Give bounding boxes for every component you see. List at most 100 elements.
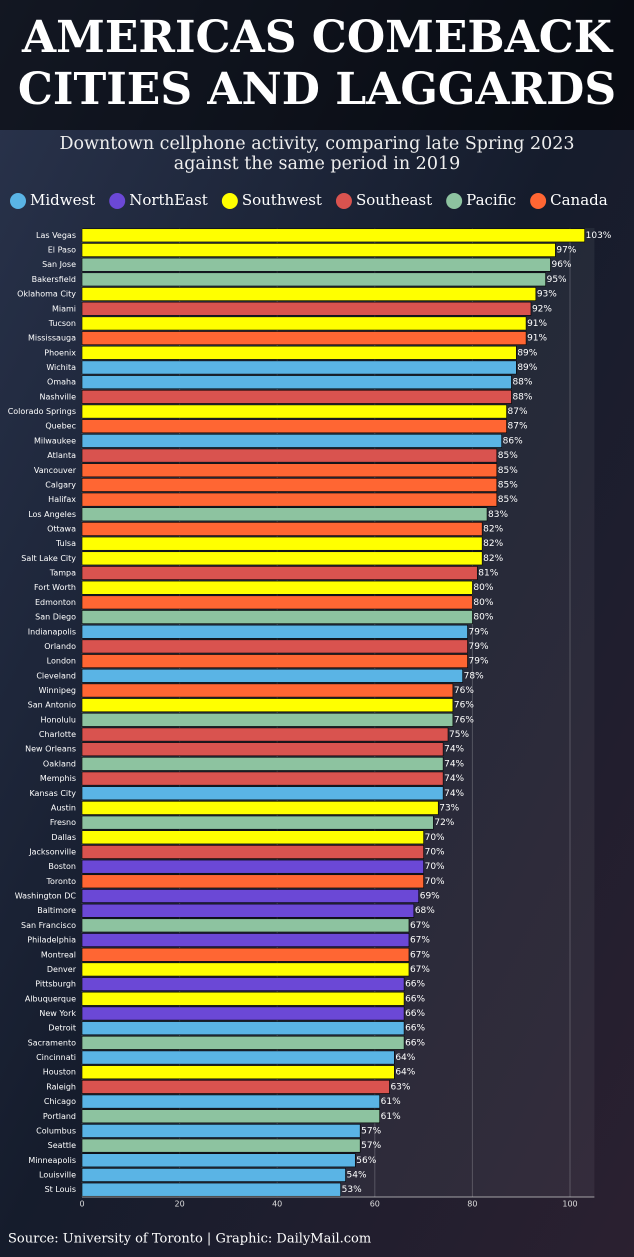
legend-swatch <box>335 193 352 209</box>
category-label: Philadelphia <box>27 936 76 945</box>
value-label: 89% <box>517 363 537 373</box>
bar <box>81 962 410 977</box>
bar <box>81 1079 390 1094</box>
value-label: 82% <box>483 554 503 564</box>
bar <box>81 786 444 801</box>
bar <box>81 375 512 390</box>
bar <box>81 654 468 669</box>
category-label: Bakersfield <box>32 275 76 284</box>
category-label: Nashville <box>40 392 77 401</box>
bar <box>81 801 439 815</box>
value-label: 69% <box>420 892 440 902</box>
category-label: San Jose <box>42 260 76 269</box>
value-label: 67% <box>410 921 430 931</box>
category-label: Phoenix <box>44 348 76 357</box>
category-label: Omaha <box>47 378 76 387</box>
bar <box>81 404 507 419</box>
value-label: 74% <box>444 759 464 769</box>
bar <box>81 668 463 683</box>
category-label: San Diego <box>35 613 76 622</box>
bar <box>81 933 410 947</box>
value-label: 91% <box>527 319 547 329</box>
bar <box>81 463 498 478</box>
category-label: Indianapolis <box>28 627 76 636</box>
value-label: 76% <box>454 686 474 696</box>
legend-label: Midwest <box>30 191 95 209</box>
bar <box>81 624 468 639</box>
category-label: Los Angeles <box>28 510 76 519</box>
bar <box>81 478 498 492</box>
category-label: Minneapolis <box>28 1156 76 1165</box>
value-label: 82% <box>483 524 503 534</box>
category-label: Calgary <box>45 480 76 489</box>
category-label: Dallas <box>51 833 76 842</box>
category-label: Louisville <box>39 1170 76 1179</box>
category-label: Las Vegas <box>36 231 76 240</box>
value-label: 75% <box>449 730 469 740</box>
legend-label: Canada <box>550 191 608 209</box>
value-label: 86% <box>503 436 523 446</box>
category-label: Albuquerque <box>25 994 76 1003</box>
value-label: 68% <box>415 906 435 916</box>
value-label: 79% <box>469 627 489 637</box>
value-label: 103% <box>586 231 612 241</box>
value-label: 83% <box>488 510 508 520</box>
bar <box>81 977 405 992</box>
category-label: Boston <box>48 862 76 871</box>
bar <box>81 815 434 830</box>
category-label: Detroit <box>48 1024 76 1033</box>
bar <box>81 360 517 375</box>
value-label: 85% <box>498 495 518 505</box>
legend-swatch <box>221 193 238 209</box>
bar <box>81 639 468 654</box>
text-line: AMERICAS COMEBACK <box>21 12 614 63</box>
bar <box>81 522 483 536</box>
x-tick-label: 100 <box>562 1200 577 1209</box>
x-tick-label: 80 <box>467 1200 477 1209</box>
bar <box>81 859 424 874</box>
category-label: Columbus <box>36 1126 76 1135</box>
category-label: Tampa <box>49 569 76 578</box>
value-label: 82% <box>483 539 503 549</box>
category-label: Denver <box>47 965 77 974</box>
bar <box>81 830 424 845</box>
bar <box>81 536 483 551</box>
category-label: Ottawa <box>47 524 76 533</box>
category-label: Atlanta <box>47 451 76 460</box>
chart-title: AMERICAS COMEBACK CITIES AND LAGGARDS <box>18 12 616 115</box>
bar <box>81 228 585 243</box>
bar <box>81 1065 395 1080</box>
category-label: Toronto <box>45 877 76 886</box>
value-label: 80% <box>473 613 493 623</box>
value-label: 70% <box>425 847 445 857</box>
bar <box>81 610 473 624</box>
bar <box>81 257 551 272</box>
value-label: 79% <box>469 642 489 652</box>
source-note: Source: University of Toronto | Graphic:… <box>8 1232 371 1247</box>
category-label: Milwaukee <box>34 436 76 445</box>
bar <box>81 389 512 404</box>
value-label: 89% <box>517 348 537 358</box>
value-label: 80% <box>473 583 493 593</box>
value-label: 64% <box>395 1068 415 1078</box>
bar <box>81 419 507 434</box>
bar <box>81 727 449 742</box>
value-label: 74% <box>444 774 464 784</box>
category-label: Oakland <box>43 759 76 768</box>
value-label: 80% <box>473 598 493 608</box>
value-label: 88% <box>512 392 532 402</box>
value-label: 66% <box>405 980 425 990</box>
bar <box>81 903 415 918</box>
bar <box>81 918 410 933</box>
x-tick-label: 40 <box>272 1200 282 1209</box>
bar <box>81 1124 361 1138</box>
bar <box>81 991 405 1006</box>
bar <box>81 1021 405 1036</box>
value-label: 93% <box>537 290 557 300</box>
category-label: Seattle <box>48 1141 76 1150</box>
legend-label: Southeast <box>356 191 432 209</box>
chart-subtitle: Downtown cellphone activity, comparing l… <box>59 134 574 174</box>
text-line: CITIES AND LAGGARDS <box>18 64 616 115</box>
bar <box>81 698 454 713</box>
